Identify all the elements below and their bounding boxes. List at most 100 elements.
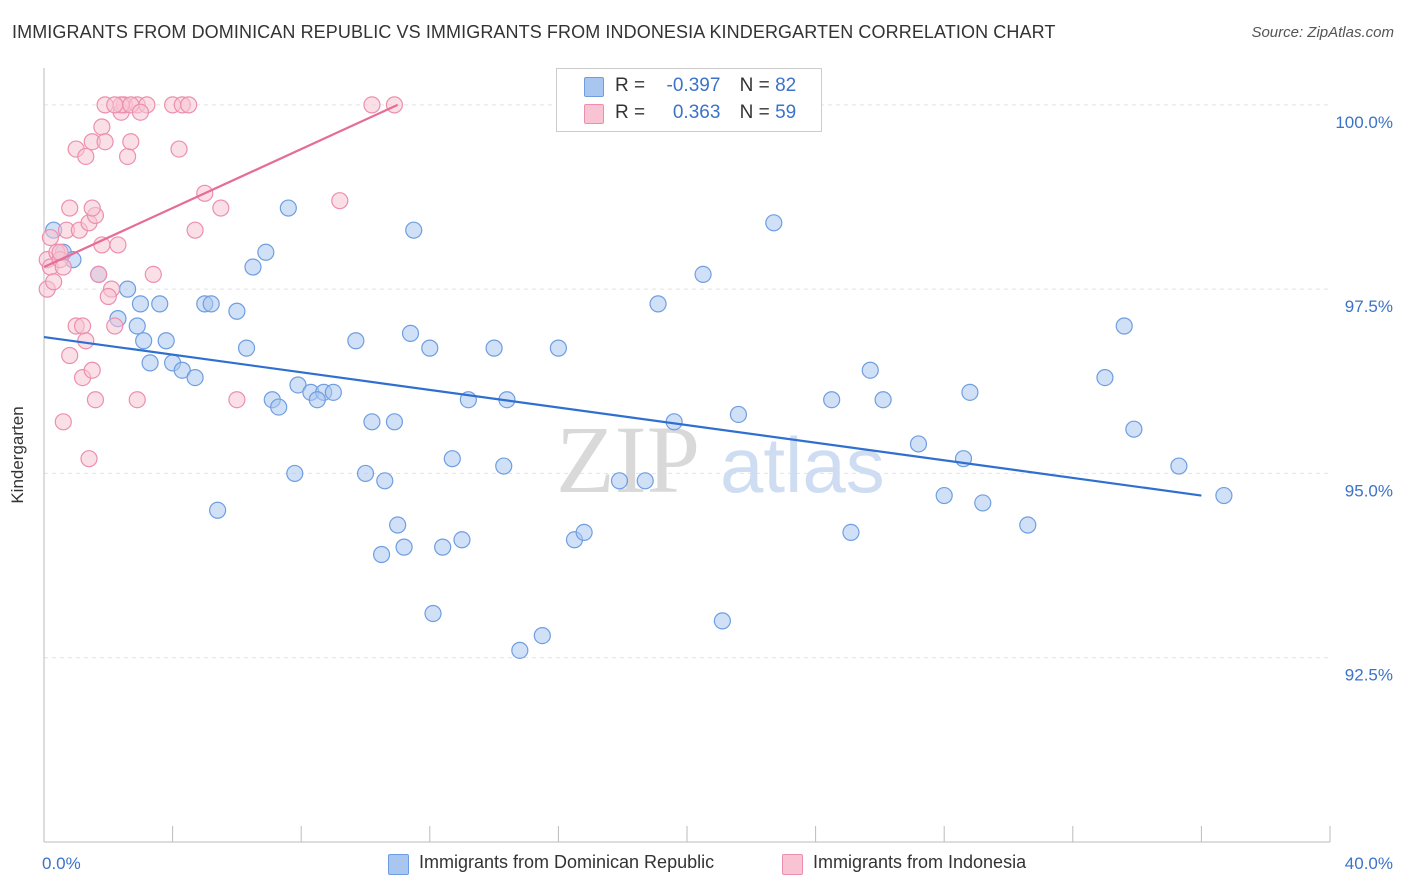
watermark-atlas: atlas — [720, 421, 885, 509]
point-s1-30 — [80, 450, 98, 468]
point-s0-50 — [372, 545, 391, 564]
point-s1-27 — [128, 391, 146, 409]
point-s0-68 — [935, 486, 953, 505]
point-s0-62 — [765, 214, 783, 232]
point-s0-43 — [443, 450, 461, 468]
point-s0-26 — [421, 339, 439, 357]
x-tick-label-0: 0.0% — [42, 854, 81, 873]
point-s0-17 — [186, 369, 204, 387]
point-s0-23 — [405, 221, 423, 239]
point-s0-42 — [729, 405, 748, 424]
point-s1-53 — [186, 221, 204, 239]
point-s0-58 — [424, 604, 442, 623]
point-s1-7 — [41, 228, 60, 247]
axes — [43, 68, 1331, 843]
legend-r-label: R = — [615, 102, 646, 123]
point-s1-35 — [118, 147, 137, 166]
bottom-legend-swatch-indonesia — [782, 854, 803, 875]
point-s0-56 — [610, 472, 629, 490]
point-s1-34 — [93, 118, 111, 136]
point-s0-46 — [376, 472, 394, 490]
point-s1-3 — [45, 273, 63, 291]
point-s0-72 — [1019, 516, 1037, 534]
x-tick-label-1: 40.0% — [1345, 854, 1393, 873]
chart-title: IMMIGRANTS FROM DOMINICAN REPUBLIC VS IM… — [12, 22, 1056, 42]
bottom-legend-label-indonesia: Immigrants from Indonesia — [813, 852, 1027, 872]
point-s0-25 — [401, 324, 420, 342]
point-s0-12 — [135, 332, 153, 350]
legend-swatch-indonesia — [584, 104, 604, 124]
point-s0-55 — [575, 523, 593, 542]
point-s1-28 — [228, 391, 246, 409]
point-s0-40 — [694, 265, 712, 283]
correlation-legend: R = -0.397 N = 82 R = 0.363 N = 59 — [556, 68, 822, 132]
bottom-legend-swatch-dominican — [388, 854, 409, 875]
point-s0-65 — [874, 391, 892, 409]
point-s0-66 — [842, 523, 860, 542]
point-s1-50 — [170, 140, 188, 158]
point-s1-25 — [83, 361, 101, 379]
legend-r-value-indonesia: 0.363 — [672, 102, 721, 123]
point-s0-9 — [202, 295, 220, 313]
point-s1-23 — [61, 346, 79, 365]
point-s0-16 — [173, 361, 191, 379]
point-s1-29 — [54, 413, 72, 431]
y-tick-label-3: 92.5% — [1345, 666, 1393, 685]
legend-n-value-indonesia: 59 — [775, 102, 797, 123]
point-s1-22 — [106, 317, 124, 335]
point-s0-48 — [209, 501, 227, 519]
point-s0-4 — [118, 280, 137, 298]
point-s1-15 — [90, 265, 108, 283]
series-indonesia-points — [38, 96, 404, 468]
point-s0-73 — [1096, 369, 1114, 387]
point-s0-39 — [649, 295, 667, 313]
tick-labels: 100.0% 97.5% 95.0% 92.5% 0.0% 40.0% — [42, 113, 1393, 873]
point-s1-18 — [144, 265, 162, 283]
point-s0-60 — [533, 626, 551, 645]
point-s0-61 — [713, 612, 731, 630]
point-s0-27 — [485, 339, 503, 357]
point-s0-33 — [308, 391, 326, 409]
y-tick-label-0: 100.0% — [1335, 113, 1393, 132]
point-s0-49 — [389, 516, 407, 534]
point-s1-47 — [363, 96, 381, 114]
source-label: Source: ZipAtlas.com — [1251, 24, 1394, 41]
legend-n-label: N = — [739, 75, 770, 96]
trend-line-s1 — [43, 103, 399, 269]
point-s0-63 — [823, 391, 841, 409]
y-tick-label-1: 97.5% — [1345, 297, 1393, 316]
point-s0-64 — [861, 361, 879, 379]
point-s0-18 — [237, 339, 256, 357]
trend-lines — [43, 103, 1202, 497]
point-s0-6 — [131, 295, 150, 313]
point-s0-21 — [257, 243, 275, 261]
point-s0-52 — [434, 538, 452, 556]
point-s0-19 — [289, 376, 307, 394]
point-s0-75 — [1125, 420, 1143, 438]
trend-line-s0 — [43, 335, 1202, 497]
point-s0-34 — [324, 383, 342, 401]
point-s0-47 — [286, 464, 304, 483]
point-s0-11 — [128, 317, 146, 335]
point-s0-59 — [511, 641, 529, 659]
point-s0-44 — [495, 457, 513, 475]
point-s0-20 — [244, 258, 262, 276]
legend-r-label: R = — [615, 75, 646, 96]
point-s1-52 — [212, 199, 230, 217]
bottom-legend-label-dominican: Immigrants from Dominican Republic — [419, 852, 715, 872]
point-s1-58 — [131, 103, 150, 121]
point-s0-77 — [1215, 486, 1233, 505]
legend-swatch-dominican — [584, 77, 604, 97]
point-s0-67 — [909, 435, 928, 453]
point-s0-70 — [961, 383, 979, 401]
point-s0-74 — [1115, 317, 1133, 335]
point-s1-48 — [385, 96, 404, 114]
point-s0-22 — [279, 199, 297, 217]
point-s0-32 — [270, 398, 288, 416]
legend-n-label: N = — [739, 102, 770, 123]
point-s0-45 — [356, 464, 375, 483]
point-s0-35 — [363, 413, 381, 431]
point-s1-36 — [122, 133, 140, 151]
point-s0-10 — [228, 302, 246, 320]
